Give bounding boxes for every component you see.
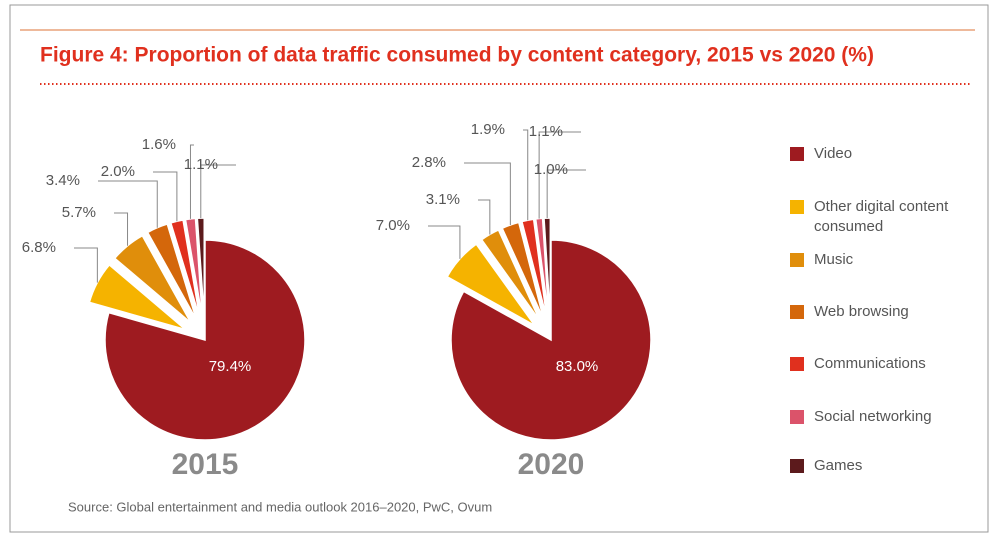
- pie-slice: [480, 228, 541, 322]
- value-label: 2.0%: [101, 163, 135, 180]
- pie-slice: [543, 217, 552, 319]
- leader-line: [478, 199, 491, 235]
- legend-swatch: [790, 253, 804, 267]
- source: Source: Global entertainment and media o…: [68, 499, 492, 514]
- pie-slice: [501, 221, 545, 320]
- pie-title: 2020: [518, 448, 585, 481]
- legend-item: Music: [790, 250, 984, 270]
- chart-title: Figure 4: Proportion of data traffic con…: [40, 44, 874, 67]
- leader-line: [428, 225, 461, 259]
- leader-line: [153, 171, 178, 222]
- value-label: 1.9%: [471, 121, 505, 138]
- legend-swatch: [790, 305, 804, 319]
- legend-item: Other digital content consumed: [790, 197, 984, 237]
- leader-line: [538, 131, 581, 219]
- legend-item: Communications: [790, 354, 984, 374]
- legend-label: Games: [814, 457, 863, 474]
- leader-line: [523, 129, 529, 221]
- value-label: 5.7%: [62, 204, 96, 221]
- legend-label: Communications: [814, 355, 926, 372]
- value-label: 7.0%: [376, 217, 410, 234]
- legend-label: Other digital content consumed: [814, 198, 949, 235]
- legend-item: Video: [790, 144, 984, 164]
- value-label: 83.0%: [556, 358, 599, 375]
- legend-swatch: [790, 410, 804, 424]
- legend-swatch: [790, 147, 804, 161]
- value-label: 6.8%: [22, 239, 56, 256]
- value-label: 1.1%: [529, 123, 563, 140]
- value-label: 1.6%: [142, 136, 176, 153]
- value-label: 2.8%: [412, 154, 446, 171]
- legend-label: Music: [814, 251, 854, 268]
- leader-line: [114, 212, 129, 246]
- pie-slice: [104, 239, 306, 441]
- pie-slice: [113, 234, 192, 324]
- value-label: 3.4%: [46, 172, 80, 189]
- legend-swatch: [790, 459, 804, 473]
- legend-item: Web browsing: [790, 302, 984, 322]
- pie-title: 2015: [172, 448, 239, 481]
- pie-slice: [450, 239, 652, 441]
- legend-item: Social networking: [790, 407, 984, 427]
- leader-line: [74, 247, 98, 283]
- legend-label: Web browsing: [814, 303, 909, 320]
- legend-label: Social networking: [814, 408, 932, 425]
- legend-label: Video: [814, 145, 853, 162]
- leader-line: [189, 144, 194, 219]
- pie-slice: [146, 223, 198, 321]
- leader-line: [98, 180, 158, 228]
- value-label: 3.1%: [426, 191, 460, 208]
- legend-item: Games: [790, 456, 984, 476]
- legend-swatch: [790, 357, 804, 371]
- leader-line: [546, 169, 586, 219]
- leader-line: [200, 164, 236, 219]
- value-label: 1.0%: [534, 161, 568, 178]
- legend-swatch: [790, 200, 804, 214]
- value-label: 1.1%: [184, 156, 218, 173]
- leader-line: [464, 162, 511, 225]
- value-label: 79.4%: [209, 358, 252, 375]
- frame: [9, 4, 989, 533]
